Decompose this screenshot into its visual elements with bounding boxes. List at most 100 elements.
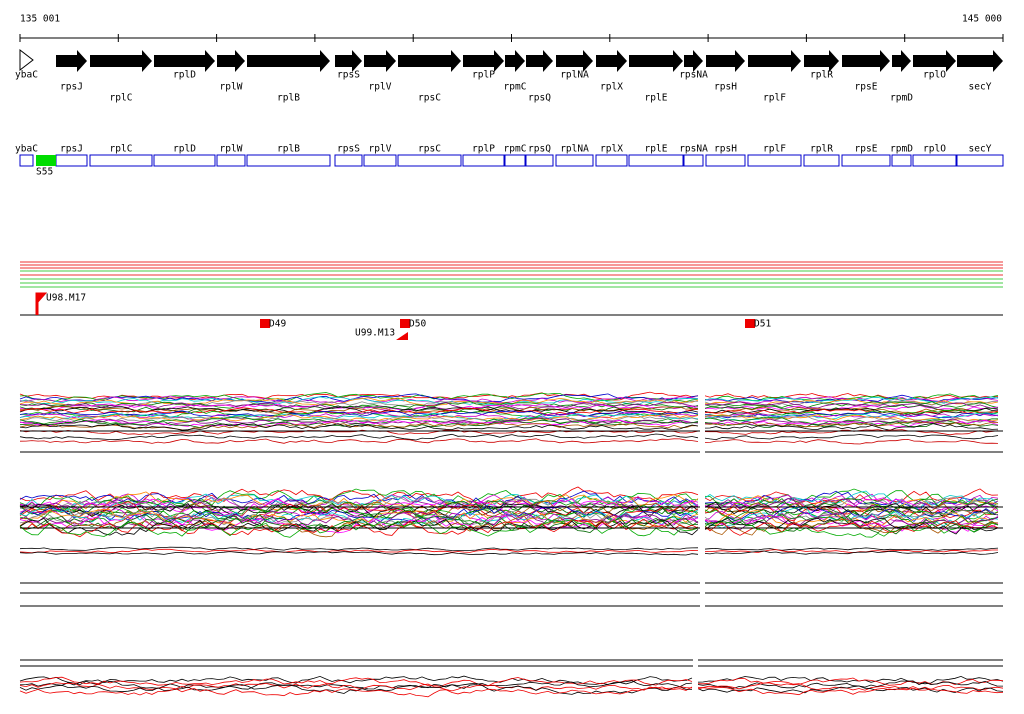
gene-label: rplX (600, 144, 623, 155)
gene-arrow (957, 50, 1003, 72)
gene-label: rplD (173, 144, 196, 155)
gene-label: rpsC (418, 144, 441, 155)
gene-label: rplX (600, 82, 623, 93)
gene-label: rplNA (560, 144, 589, 155)
gene-box (363, 154, 397, 167)
gene-box (504, 154, 526, 167)
gene-label: ybaC (15, 70, 38, 81)
gene-label: rplF (763, 144, 786, 155)
track-trace (703, 405, 999, 412)
track-trace (696, 686, 1004, 696)
track-break (700, 490, 705, 610)
track-trace (19, 486, 699, 506)
track-trace (696, 685, 1004, 694)
track-trace (19, 546, 699, 551)
gene-label: rpsQ (528, 93, 551, 104)
gene-label: rplC (110, 93, 133, 104)
track-trace (703, 550, 999, 555)
gene-box (891, 154, 912, 167)
track-trace (19, 491, 699, 511)
track-trace (19, 514, 699, 534)
track-trace (703, 518, 999, 536)
feature-box (36, 155, 56, 166)
gene-box (747, 154, 802, 167)
track-trace (703, 438, 999, 445)
gene-arrow (596, 50, 627, 72)
gene-box (246, 154, 331, 167)
gene-arrow (90, 50, 152, 72)
track-trace (19, 499, 699, 515)
ruler-start: 135 001 (20, 14, 60, 25)
gene-label: rpsE (855, 82, 878, 93)
marker-box (260, 319, 270, 328)
track-trace (19, 412, 699, 422)
track-trace (703, 434, 999, 441)
gene-label: rpsNA (679, 144, 708, 155)
track-trace (19, 675, 693, 686)
gene-arrow (398, 50, 461, 72)
track-trace (703, 505, 999, 524)
gene-box (462, 154, 505, 167)
track-trace (696, 680, 1004, 691)
gene-arrow (706, 50, 745, 72)
gene-label: rpmD (890, 93, 913, 104)
gene-arrow (335, 50, 362, 72)
gene-label: rplR (810, 70, 833, 81)
track-trace (703, 547, 999, 551)
gene-label: rpsH (714, 82, 737, 93)
gene-label: rpmC (504, 82, 527, 93)
gene-label: rplC (110, 144, 133, 155)
gene-label: rplO (923, 70, 946, 81)
track-trace (696, 677, 1004, 686)
track-trace (19, 438, 699, 444)
track-trace (19, 686, 693, 698)
gene-box (525, 154, 554, 167)
track-trace (703, 401, 999, 410)
track-trace (19, 679, 693, 690)
track-trace (703, 421, 999, 428)
track-trace (19, 406, 699, 415)
gene-box (216, 154, 246, 167)
track-trace (19, 517, 699, 536)
gene-arrow (505, 50, 525, 72)
gene-label: rpsS (337, 144, 360, 155)
marker-flag (35, 292, 48, 315)
track-break (693, 655, 698, 700)
gene-label: rplF (763, 93, 786, 104)
track-trace (703, 411, 999, 419)
gene-arrow (217, 50, 245, 72)
gene-label: rplE (645, 93, 668, 104)
track-trace (19, 551, 699, 556)
track-trace (19, 419, 699, 429)
gene-label: rpsE (855, 144, 878, 155)
gene-label: rplP (472, 144, 495, 155)
feature-label: S55 (36, 167, 53, 178)
track-trace (703, 509, 999, 528)
track-trace (19, 393, 699, 403)
gene-label: rplD (173, 70, 196, 81)
gene-label: secY (969, 144, 992, 155)
gene-arrow (804, 50, 839, 72)
marker-label: U98.M17 (46, 293, 86, 304)
track-trace (19, 508, 699, 526)
gene-label: rpsJ (60, 144, 83, 155)
gene-box (841, 154, 891, 167)
gene-label: rplW (220, 82, 243, 93)
track-trace (19, 433, 699, 441)
track-trace (19, 401, 699, 411)
gene-box (705, 154, 746, 167)
gene-label: rplB (277, 93, 300, 104)
track-trace (703, 418, 999, 426)
track-trace (19, 392, 699, 403)
marker-label: D51 (754, 319, 771, 330)
gene-label: rpsQ (528, 144, 551, 155)
track-trace (19, 423, 699, 431)
track-trace (703, 407, 999, 415)
track-trace (703, 495, 999, 513)
gene-box (19, 154, 34, 167)
gene-label: rpsS (337, 70, 360, 81)
gene-arrow (364, 50, 396, 72)
gene-box (912, 154, 957, 167)
gene-label: rpsH (714, 144, 737, 155)
